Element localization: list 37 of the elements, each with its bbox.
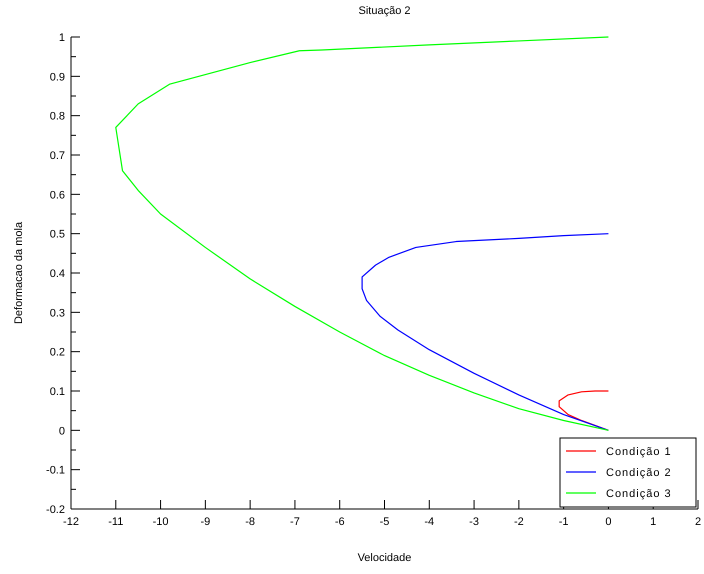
x-tick-label: 1 bbox=[650, 516, 656, 528]
y-tick-label: 0.8 bbox=[50, 110, 65, 123]
x-tick-label: 0 bbox=[605, 516, 612, 528]
y-tick-label: 0.3 bbox=[50, 307, 65, 320]
y-axis-title: Deformacao da mola bbox=[13, 221, 25, 324]
x-tick-label: -9 bbox=[200, 516, 210, 528]
y-tick-label: 0.2 bbox=[50, 346, 65, 359]
x-tick-label: -7 bbox=[290, 516, 300, 528]
line-series bbox=[558, 390, 610, 431]
y-tick-label: 0.4 bbox=[50, 268, 65, 280]
x-tick-label: -12 bbox=[63, 516, 79, 528]
y-tick-label: 0.7 bbox=[50, 150, 65, 162]
x-tick-label: -4 bbox=[424, 516, 434, 528]
x-tick-label: -2 bbox=[514, 516, 524, 528]
x-tick-label: -11 bbox=[108, 516, 124, 528]
legend-label: Condição 3 bbox=[606, 488, 672, 500]
x-tick-label: -3 bbox=[469, 516, 479, 528]
x-tick-label: 2 bbox=[694, 516, 702, 528]
y-tick-label: 0.1 bbox=[50, 386, 65, 398]
x-tick-label: -6 bbox=[334, 516, 345, 528]
x-tick-label: -8 bbox=[245, 516, 256, 528]
x-tick-label: -1 bbox=[558, 516, 569, 528]
y-tick-label: 0.5 bbox=[50, 228, 65, 241]
line-series bbox=[362, 233, 610, 431]
x-tick-label: -5 bbox=[380, 516, 390, 528]
legend-label: Condição 2 bbox=[606, 467, 672, 479]
chart-title: Situação 2 bbox=[358, 5, 410, 17]
legend-label: Condição 1 bbox=[606, 446, 672, 458]
y-tick-label: 1 bbox=[58, 32, 65, 44]
y-tick-label: -0.1 bbox=[46, 464, 65, 477]
x-tick-label: -10 bbox=[152, 516, 169, 528]
y-tick-label: 0.9 bbox=[50, 71, 65, 84]
y-tick-label: 0.6 bbox=[50, 189, 65, 202]
y-tick-label: 0 bbox=[58, 425, 65, 438]
y-tick-label: -0.2 bbox=[46, 504, 65, 516]
line-series bbox=[115, 36, 610, 431]
x-axis-title: Velocidade bbox=[358, 552, 412, 564]
